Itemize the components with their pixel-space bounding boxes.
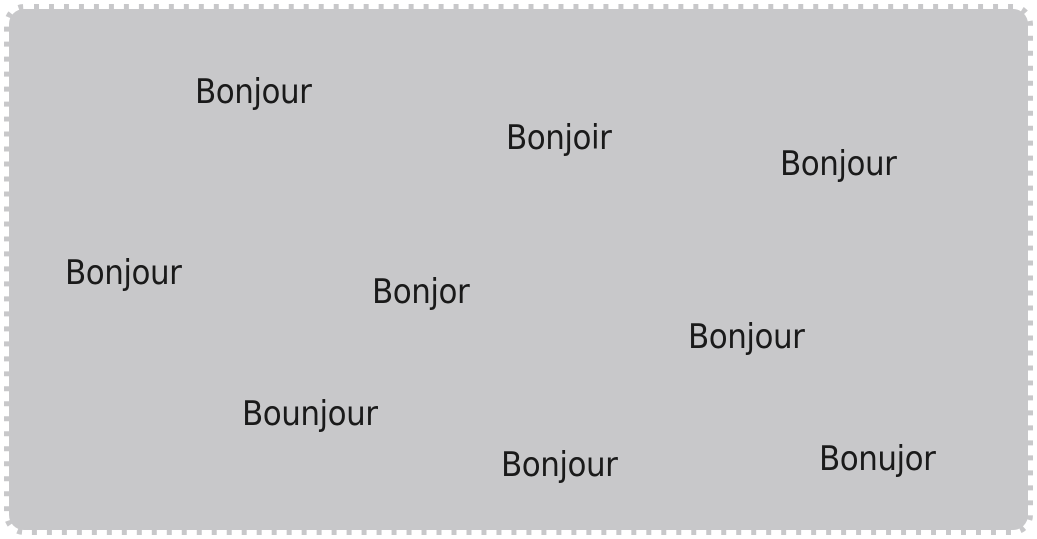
word-item: Bonujor [819,439,936,479]
word-card: Bonjour Bonjoir Bonjour Bonjour Bonjor B… [4,4,1033,535]
word-item: Bonjour [780,144,897,184]
word-item: Bonjour [501,445,618,485]
word-item: Bonjour [688,317,805,357]
word-item: Bonjour [65,253,182,293]
word-item: Bounjour [242,394,378,434]
word-item: Bonjoir [506,118,612,158]
word-item: Bonjour [195,72,312,112]
word-item: Bonjor [372,272,470,312]
